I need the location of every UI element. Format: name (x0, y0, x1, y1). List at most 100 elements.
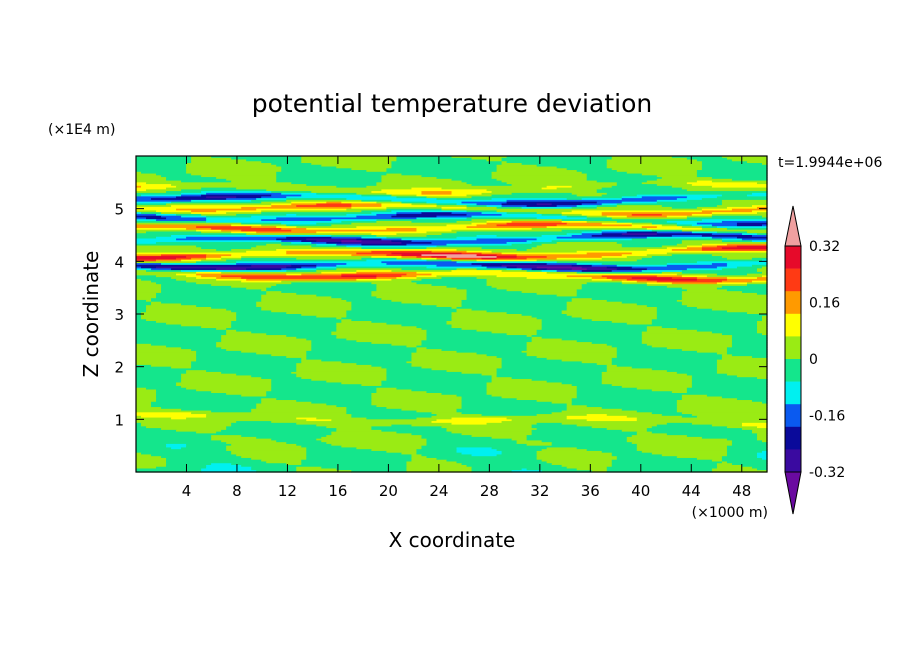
contour-cell (246, 287, 267, 291)
contour-cell (546, 271, 578, 275)
contour-cell (436, 245, 538, 248)
contour-cell (576, 447, 638, 450)
contour-cell (576, 389, 653, 392)
contour-cell (376, 391, 428, 394)
contour-cell (181, 380, 272, 384)
contour-cell (566, 303, 638, 306)
contour-cell (566, 415, 628, 419)
contour-cell (491, 380, 548, 384)
contour-cell (726, 263, 768, 266)
contour-cell (646, 326, 663, 329)
contour-cell (486, 354, 528, 357)
contour-cell (346, 315, 453, 319)
contour-cell (271, 205, 297, 208)
contour-cell (136, 450, 232, 454)
contour-cell (271, 285, 377, 289)
contour-cell (721, 280, 753, 283)
contour-cell (551, 463, 613, 466)
contour-cell (136, 433, 332, 436)
contour-cell (601, 263, 668, 266)
contour-cell (191, 157, 232, 161)
contour-cell (136, 356, 197, 359)
contour-cell (426, 336, 533, 340)
contour-cell (576, 468, 608, 471)
contour-cell (146, 182, 292, 185)
contour-cell (381, 189, 488, 192)
contour-cell (431, 412, 463, 415)
contour-cell (136, 331, 227, 334)
contour-cell (431, 368, 498, 371)
contour-cell (601, 233, 623, 236)
contour-cell (191, 161, 262, 164)
contour-cell (176, 213, 202, 217)
contour-cell (376, 182, 468, 185)
contour-cell (531, 424, 578, 427)
contour-cell (286, 199, 362, 203)
contour-cell (376, 219, 473, 222)
contour-cell (501, 363, 598, 366)
contour-cell (211, 156, 302, 159)
contour-cell (496, 454, 538, 457)
contour-cell (501, 163, 523, 166)
contour-cell (286, 252, 357, 255)
contour-cell (136, 310, 147, 313)
contour-cell (501, 270, 528, 273)
contour-cell (586, 419, 638, 422)
contour-cell (136, 419, 307, 422)
contour-cell (186, 164, 277, 168)
contour-cell (261, 161, 302, 164)
contour-cell (596, 191, 768, 194)
contour-cell (431, 242, 508, 245)
contour-cell (171, 447, 182, 450)
contour-cell (716, 287, 768, 291)
contour-cell (551, 203, 583, 206)
contour-cell (191, 257, 207, 261)
contour-cell (136, 408, 182, 412)
contour-cell (656, 312, 748, 315)
contour-cell (696, 415, 768, 419)
contour-cell (576, 294, 683, 298)
contour-cell (656, 226, 683, 229)
contour-cell (736, 398, 768, 401)
contour-cell (636, 419, 768, 422)
contour-cell (216, 343, 312, 347)
contour-cell (436, 457, 538, 461)
contour-cell (451, 324, 543, 327)
contour-cell (731, 463, 768, 466)
contour-cell (271, 310, 347, 313)
contour-cell (481, 257, 498, 261)
contour-cell (611, 217, 688, 220)
contour-cell (756, 292, 768, 296)
contour-cell (231, 463, 287, 466)
contour-cell (316, 424, 393, 427)
contour-cell (666, 285, 723, 289)
contour-cell (536, 414, 588, 417)
contour-cell (306, 449, 372, 452)
contour-cell (376, 389, 413, 392)
contour-cell (546, 447, 578, 450)
contour-cell (346, 245, 438, 248)
contour-cell (136, 192, 182, 196)
contour-cell (411, 187, 443, 190)
contour-cell (186, 371, 222, 375)
contour-cell (676, 456, 723, 459)
contour-cell (761, 259, 768, 262)
contour-cell (421, 328, 463, 331)
contour-cell (631, 238, 723, 241)
contour-cell (616, 350, 698, 354)
contour-cell (326, 426, 372, 429)
contour-cell (411, 454, 423, 457)
contour-cell (146, 310, 232, 313)
contour-cell (166, 217, 207, 220)
contour-cell (556, 236, 648, 240)
contour-cell (426, 329, 478, 333)
x-tick-label: 12 (278, 482, 297, 500)
x-tick-label: 44 (682, 482, 701, 500)
contour-cell (371, 426, 443, 429)
contour-cell (526, 435, 633, 438)
contour-cell (206, 256, 222, 259)
contour-cell (296, 268, 317, 271)
contour-cell (166, 322, 232, 326)
contour-cell (606, 468, 713, 471)
contour-cell (196, 356, 287, 359)
